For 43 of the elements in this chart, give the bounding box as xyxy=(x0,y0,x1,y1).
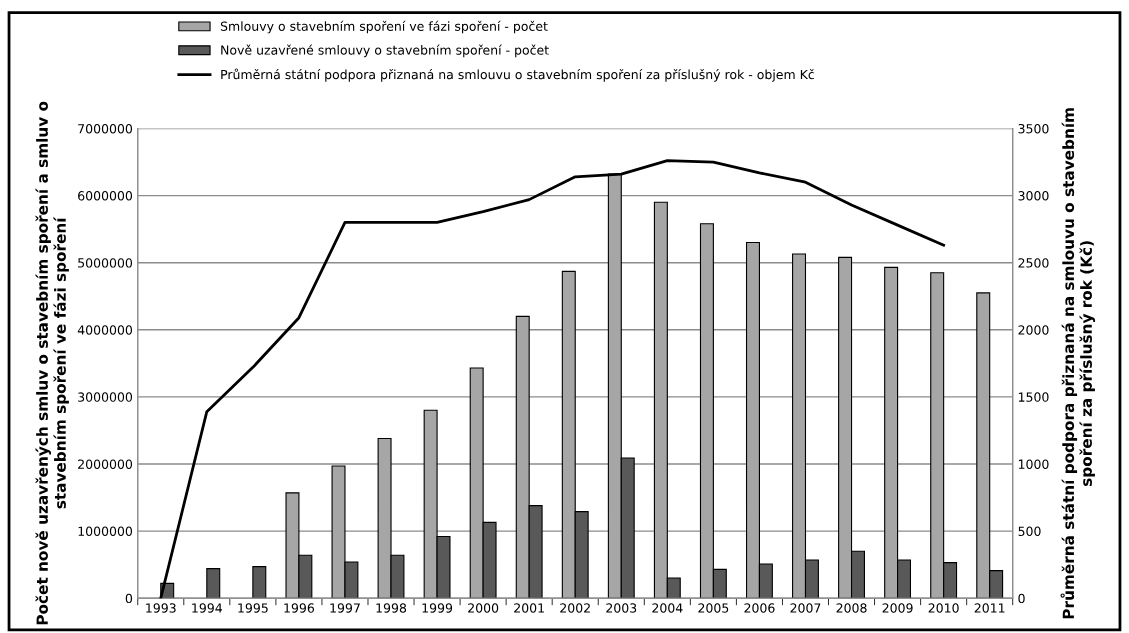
x-tick-label: 2009 xyxy=(882,603,913,613)
x-tick-label: 2003 xyxy=(606,603,637,613)
y2-tick-label: 3500 xyxy=(1018,123,1049,134)
y2-tick-label: 1000 xyxy=(1018,459,1049,469)
bar xyxy=(252,566,267,599)
x-tick-label: 2008 xyxy=(836,603,867,613)
y2-tick-label: 1500 xyxy=(1018,392,1049,402)
y2-tick-label: 500 xyxy=(1018,526,1041,537)
x-tick-label: 2000 xyxy=(468,603,499,613)
x-tick-label: 2010 xyxy=(928,603,959,613)
x-tick-label: 2005 xyxy=(698,603,729,613)
x-tick-label: 1999 xyxy=(422,603,453,613)
x-tick-label: 1998 xyxy=(376,603,407,613)
y-tick-label: 3000000 xyxy=(78,392,133,402)
y-tick-label: 1000000 xyxy=(78,526,133,537)
bar xyxy=(206,568,221,599)
x-tick-label: 1993 xyxy=(146,603,176,613)
y-tick-label: 6000000 xyxy=(78,191,133,201)
x-tick-label: 1997 xyxy=(330,603,360,613)
y2-tick-label: 3000 xyxy=(1018,191,1049,201)
y-axis-title: Počet nově uzavřených smluv o stavebním spoření a smluv o stavebním spoření ve fázi spoření xyxy=(35,101,69,625)
x-tick-label: 1996 xyxy=(284,603,315,613)
x-tick-label: 1994 xyxy=(192,603,223,613)
x-tick-label: 2006 xyxy=(744,603,775,613)
x-tick-label: 1995 xyxy=(238,603,268,613)
legend-label: Smlouvy o stavebním spoření ve fázi spoření - počet xyxy=(220,20,548,34)
y2-tick-label: 0 xyxy=(1018,593,1025,604)
x-tick-label: 2004 xyxy=(652,603,683,613)
y-tick-label: 5000000 xyxy=(78,258,133,268)
x-tick-label: 2011 xyxy=(974,603,1005,613)
x-tick-label: 2002 xyxy=(560,603,590,613)
y2-tick-label: 2500 xyxy=(1018,258,1049,268)
legend-label: Průměrná státní podpora přiznaná na smlouvu o stavebním spoření za příslušný rok - objem Kč xyxy=(221,68,814,82)
x-tick-label: 2001 xyxy=(514,603,544,613)
x-tick-label: 2007 xyxy=(790,603,821,613)
y-tick-label: 4000000 xyxy=(77,325,133,335)
legend-label: Nově uzavřené smlouvy o stavebním spoření - počet xyxy=(221,44,549,58)
y-tick-label: 2000000 xyxy=(78,459,133,469)
y2-axis-title: Průměrná státní podpora přiznaná na smlouvu o stavebním spoření za příslušný rok (Kč) xyxy=(1060,108,1096,619)
y-tick-label: 0 xyxy=(125,593,133,604)
y-tick-label: 7000000 xyxy=(78,123,133,134)
line-series xyxy=(159,159,946,599)
y2-tick-label: 2000 xyxy=(1018,325,1049,335)
